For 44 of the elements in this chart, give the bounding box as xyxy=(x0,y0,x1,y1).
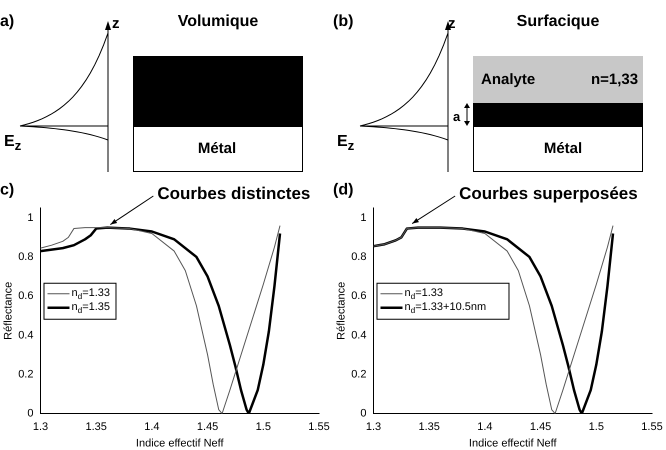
y-tick-label: 0 xyxy=(27,408,34,420)
x-tick-label: 1.45 xyxy=(530,421,552,434)
y-tick-label: 0.8 xyxy=(18,250,34,263)
y-tick-label: 0.4 xyxy=(351,329,366,342)
text: Volumique xyxy=(178,13,258,30)
x-axis-title: Indice effectif Neff xyxy=(136,437,225,450)
x-tick-label: 1.35 xyxy=(85,421,107,434)
y-axis-title: Réflectance xyxy=(336,282,348,340)
x-axis-title: Indice effectif Neff xyxy=(468,437,558,450)
annotation: Courbes distinctes xyxy=(157,184,310,204)
x-tick-label: 1.55 xyxy=(641,421,663,434)
annotation: Courbes superposées xyxy=(459,184,638,204)
x-tick-label: 1.55 xyxy=(308,421,330,434)
text: Surfacique xyxy=(516,13,600,30)
y-tick-label: 0.6 xyxy=(18,290,34,302)
y-tick-label: 0.2 xyxy=(18,368,34,380)
y-tick-label: 0.8 xyxy=(351,250,366,263)
text: a xyxy=(453,109,460,124)
x-tick-label: 1.5 xyxy=(256,421,271,434)
y-tick-label: 0.4 xyxy=(18,329,34,342)
y-tick-label: 1 xyxy=(27,212,34,224)
y-tick-label: 1 xyxy=(360,212,366,224)
text: c) xyxy=(0,181,14,198)
text: z xyxy=(112,15,120,32)
y-tick-label: 0 xyxy=(360,408,366,420)
text: a) xyxy=(0,13,14,30)
text: (d) xyxy=(333,181,354,198)
x-tick-label: 1.4 xyxy=(477,421,493,434)
text: Métal xyxy=(198,140,236,157)
x-tick-label: 1.4 xyxy=(144,421,160,434)
text: n=1,33 xyxy=(591,71,638,88)
y-tick-label: 0.2 xyxy=(351,368,366,380)
x-tick-label: 1.3 xyxy=(366,421,382,434)
x-tick-label: 1.5 xyxy=(588,421,604,434)
text: Analyte xyxy=(481,71,536,88)
y-axis-title: Réflectance xyxy=(2,282,15,340)
x-tick-label: 1.3 xyxy=(32,421,48,434)
text: (b) xyxy=(333,13,354,30)
text: E$_{z}$ xyxy=(4,133,22,154)
x-tick-label: 1.45 xyxy=(196,421,218,434)
y-tick-label: 0.6 xyxy=(351,290,366,302)
x-tick-label: 1.35 xyxy=(418,421,440,434)
text: Métal xyxy=(544,140,582,157)
text: E$_{z}$ xyxy=(337,133,354,154)
